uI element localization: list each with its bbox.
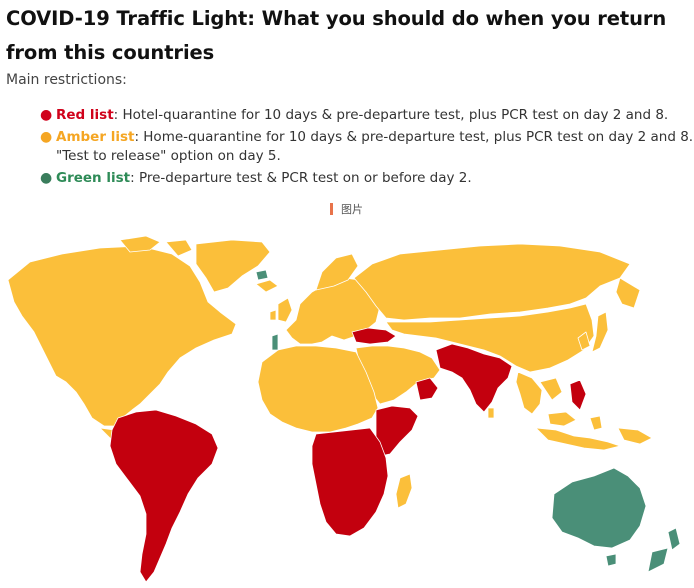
turkey <box>351 327 397 345</box>
red-list-label: Red list <box>56 107 114 123</box>
list-item-green: ● Green list: Pre-departure test & PCR t… <box>40 169 694 188</box>
restrictions-heading: Main restrictions: <box>6 72 127 88</box>
green-list-label: Green list <box>56 170 131 186</box>
bullet-icon: ● <box>40 170 53 186</box>
list-item-amber: ● Amber list: Home-quarantine for 10 day… <box>40 128 694 166</box>
greenland <box>195 239 271 293</box>
page-title: COVID-19 Traffic Light: What you should … <box>6 7 667 64</box>
green-list-text: : Pre-departure test & PCR test on or be… <box>130 170 472 186</box>
green-countries <box>255 269 681 573</box>
amber-countries <box>7 235 653 509</box>
south-asia <box>435 343 513 413</box>
southeast-asia <box>515 371 543 415</box>
australia <box>551 467 647 549</box>
world-map-image <box>7 235 681 583</box>
europe <box>285 277 381 345</box>
madagascar <box>395 473 413 509</box>
image-caption: 图片 <box>330 203 363 217</box>
amber-list-text: : Home-quarantine for 10 days & pre-depa… <box>56 129 694 164</box>
caption-marker <box>330 203 333 215</box>
red-list-text: : Hotel-quarantine for 10 days & pre-dep… <box>113 107 669 123</box>
amber-list-label: Amber list <box>56 129 135 145</box>
image-caption-text: 图片 <box>341 203 363 216</box>
north-america <box>7 245 237 427</box>
southern-africa <box>311 427 389 537</box>
russia <box>353 243 631 321</box>
north-africa <box>257 345 379 433</box>
bullet-icon: ● <box>40 107 53 123</box>
red-countries <box>109 327 587 583</box>
new-zealand <box>667 527 681 551</box>
restrictions-list: ● Red list: Hotel-quarantine for 10 days… <box>38 106 694 191</box>
list-item-red: ● Red list: Hotel-quarantine for 10 days… <box>40 106 694 125</box>
asia-central <box>385 303 595 373</box>
bullet-icon: ● <box>40 129 53 145</box>
south-america <box>109 409 219 583</box>
